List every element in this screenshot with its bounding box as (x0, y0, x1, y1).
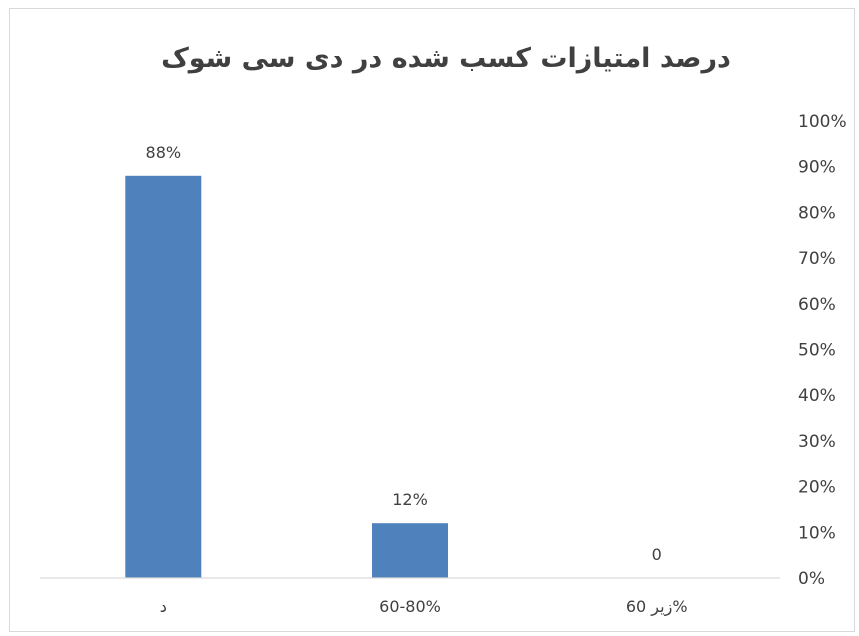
category-label-2: 60-80% (379, 597, 441, 616)
y-tick-label: 90% (798, 158, 836, 178)
y-tick-label: 70% (798, 249, 836, 269)
y-tick-label: 60% (798, 295, 836, 315)
chart-title: درصد امتیازات کسب شده در دی سی شوک (161, 43, 731, 74)
y-tick-label: 20% (798, 478, 836, 498)
y-tick-label: 40% (798, 386, 836, 406)
category-label-3: د (160, 597, 167, 616)
y-tick-label: 100% (798, 112, 847, 132)
y-tick-label: 0% (798, 569, 825, 589)
bar-2 (372, 523, 448, 578)
x-axis-categories: زیر 60% 60-80% د (160, 597, 688, 617)
y-axis-ticks: 0% 10% 20% 30% 40% 50% 60% 70% 80% 90% 100% (798, 112, 847, 589)
chart-frame: درصد امتیازات کسب شده در دی سی شوک 0 12% 8… (9, 8, 855, 632)
data-label-1: 0 (652, 545, 662, 564)
category-label-1: زیر 60% (626, 597, 688, 617)
data-labels-layer: 0 12% 88% (146, 143, 662, 564)
y-tick-label: 50% (798, 341, 836, 361)
y-tick-label: 30% (798, 432, 836, 452)
bar-3 (125, 175, 202, 579)
data-label-2: 12% (392, 490, 428, 509)
y-tick-label: 10% (798, 523, 836, 543)
bar-chart: درصد امتیازات کسب شده در دی سی شوک 0 12% 8… (40, 43, 847, 617)
bars-layer (125, 175, 448, 579)
data-label-3: 88% (146, 143, 182, 162)
y-tick-label: 80% (798, 203, 836, 223)
